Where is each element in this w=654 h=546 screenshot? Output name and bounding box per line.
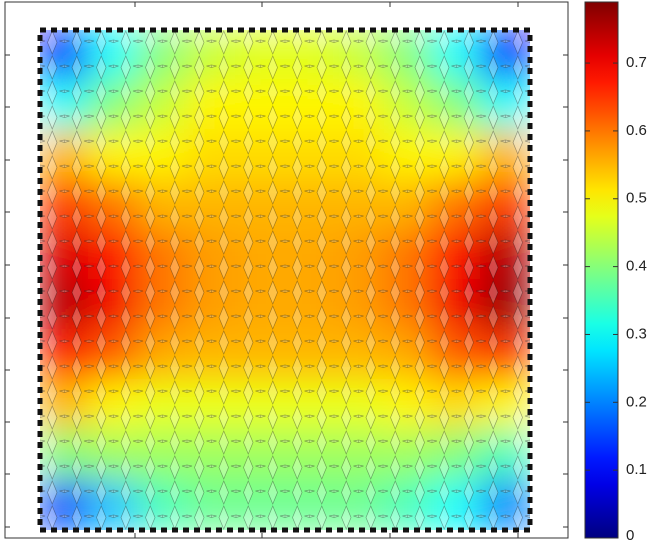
kirigami-pattern [37, 27, 533, 533]
colorbar-tick-label: 0.4 [626, 258, 647, 275]
colorbar-tick-label: 0.3 [626, 325, 647, 342]
colorbar-ticks: 0 0.1 0.2 0.3 0.4 0.5 0.6 0.7 [585, 54, 647, 544]
colorbar [584, 1, 619, 539]
axis-ticks [5, 2, 568, 538]
colorbar-tick-label: 0.2 [626, 393, 647, 410]
colorbar-tick-label: 0.6 [626, 122, 647, 139]
colorbar-tick-label: 0.5 [626, 190, 647, 207]
colorbar-tick-label: 0.1 [626, 461, 647, 478]
colorbar-tick-label: 0.7 [626, 54, 647, 71]
colorbar-tick-label: 0 [626, 527, 634, 544]
